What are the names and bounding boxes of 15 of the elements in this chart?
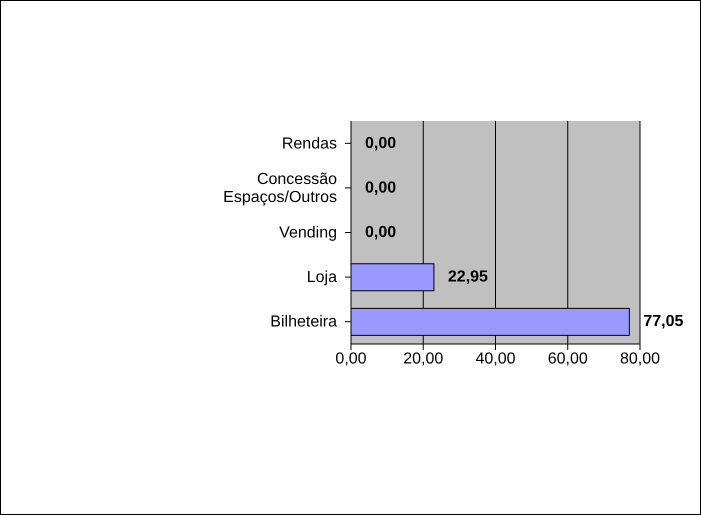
x-tick-label: 40,00 bbox=[475, 350, 516, 368]
data-label: 0,00 bbox=[365, 179, 396, 196]
x-tick-label: 80,00 bbox=[620, 350, 660, 368]
y-tick-label: Rendas bbox=[282, 134, 337, 152]
data-label: 22,95 bbox=[448, 268, 488, 286]
x-tick-label: 0,00 bbox=[335, 350, 367, 368]
y-tick-label: Vending bbox=[279, 224, 337, 241]
y-tick-label: Bilheteira bbox=[270, 313, 338, 330]
data-label: 0,00 bbox=[365, 134, 396, 152]
y-tick-label: Loja bbox=[306, 268, 338, 286]
data-label: 77,05 bbox=[643, 313, 684, 330]
data-label: 0,00 bbox=[365, 224, 396, 241]
x-tick-label: 60,00 bbox=[548, 350, 588, 368]
y-tick-label: Concessão Espaços/Outros bbox=[223, 170, 338, 206]
x-tick-label: 20,00 bbox=[403, 350, 444, 368]
